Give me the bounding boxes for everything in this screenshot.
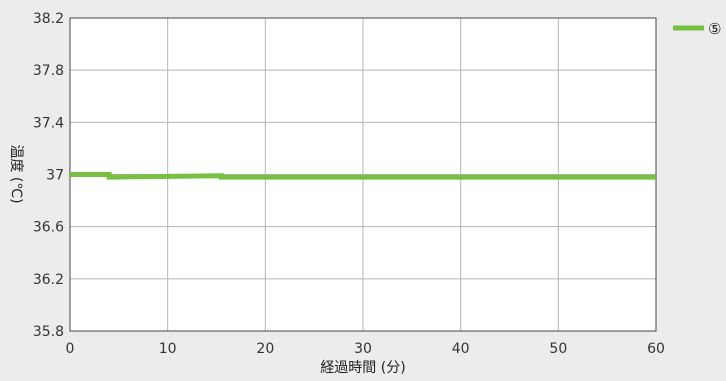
legend-label-series-5: ⑤: [708, 20, 721, 38]
y-tick-label: 35.8: [33, 324, 64, 340]
x-tick-labels: 0 10 20 30 40 50 60: [66, 341, 665, 357]
x-tick-label: 50: [549, 341, 567, 357]
x-tick-label: 0: [66, 341, 75, 357]
x-tick-label: 30: [354, 341, 372, 357]
series-layer: [70, 172, 656, 180]
x-tick-label: 60: [647, 341, 665, 357]
y-tick-labels: 38.2 37.8 37.4 37 36.6 36.2 35.8: [33, 11, 64, 340]
y-tick-label: 37: [46, 168, 64, 184]
y-tick-label: 36.6: [33, 220, 64, 236]
y-tick-label: 37.4: [33, 115, 64, 131]
series-line-0: [70, 172, 656, 180]
y-tick-label: 36.2: [33, 272, 64, 288]
y-tick-label: 37.8: [33, 63, 64, 79]
x-tick-label: 20: [256, 341, 274, 357]
x-tick-label: 40: [452, 341, 470, 357]
legend: ⑤: [673, 20, 721, 38]
x-tick-label: 10: [159, 341, 177, 357]
y-axis-title: 温度 (℃): [8, 144, 24, 203]
y-tick-label: 38.2: [33, 11, 64, 27]
x-axis-title: 経過時間 (分): [320, 360, 405, 376]
